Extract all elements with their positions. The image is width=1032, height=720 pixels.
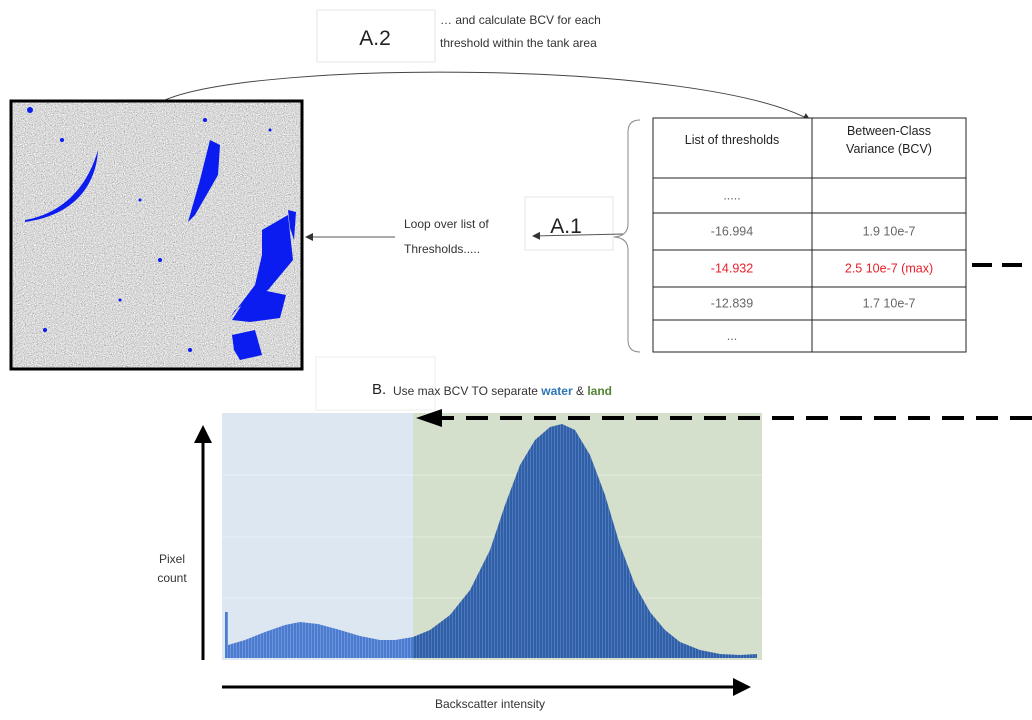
threshold-table: List of thresholds Between-Class Variance …: [653, 118, 966, 352]
satellite-image: [11, 101, 302, 369]
y-axis-label: Pixel: [159, 552, 185, 566]
b-label: B.: [372, 381, 386, 398]
table-cell: ...: [727, 329, 737, 343]
a2-label: A.2: [359, 27, 391, 50]
table-cell: .....: [723, 189, 740, 203]
x-axis-label: Backscatter intensity: [435, 697, 545, 711]
y-axis-label: count: [157, 571, 187, 585]
b-text-segment: Use max BCV TO separate: [393, 384, 541, 398]
diagram: A.2 … and calculate BCV for each thresho…: [0, 0, 1032, 715]
b-text-segment: &: [573, 384, 588, 398]
a2-text-line: threshold within the tank area: [440, 36, 597, 50]
histogram: [222, 413, 762, 660]
table-cell: 1.7 10e-7: [863, 297, 916, 311]
table-cell: 1.9 10e-7: [863, 225, 916, 239]
b-text: Use max BCV TO separate water & land: [393, 384, 612, 398]
a1-text-line: Thresholds.....: [404, 242, 480, 256]
table-cell: -14.932: [711, 262, 753, 276]
table-cell: -12.839: [711, 297, 753, 311]
brace: [614, 120, 640, 352]
table-cell: -16.994: [711, 225, 753, 239]
a1-text-line: Loop over list of: [404, 217, 489, 231]
page: { "a2": {"label": "A.2", "text": ["… and…: [0, 0, 1032, 715]
table-header: Between-Class: [847, 124, 931, 138]
table-cell: 2.5 10e-7 (max): [845, 262, 933, 276]
a2-text-line: … and calculate BCV for each: [440, 13, 601, 27]
b-text-segment: land: [587, 384, 612, 398]
table-header: Variance (BCV): [846, 142, 932, 156]
b-text-segment: water: [540, 384, 573, 398]
table-header: List of thresholds: [685, 133, 780, 147]
